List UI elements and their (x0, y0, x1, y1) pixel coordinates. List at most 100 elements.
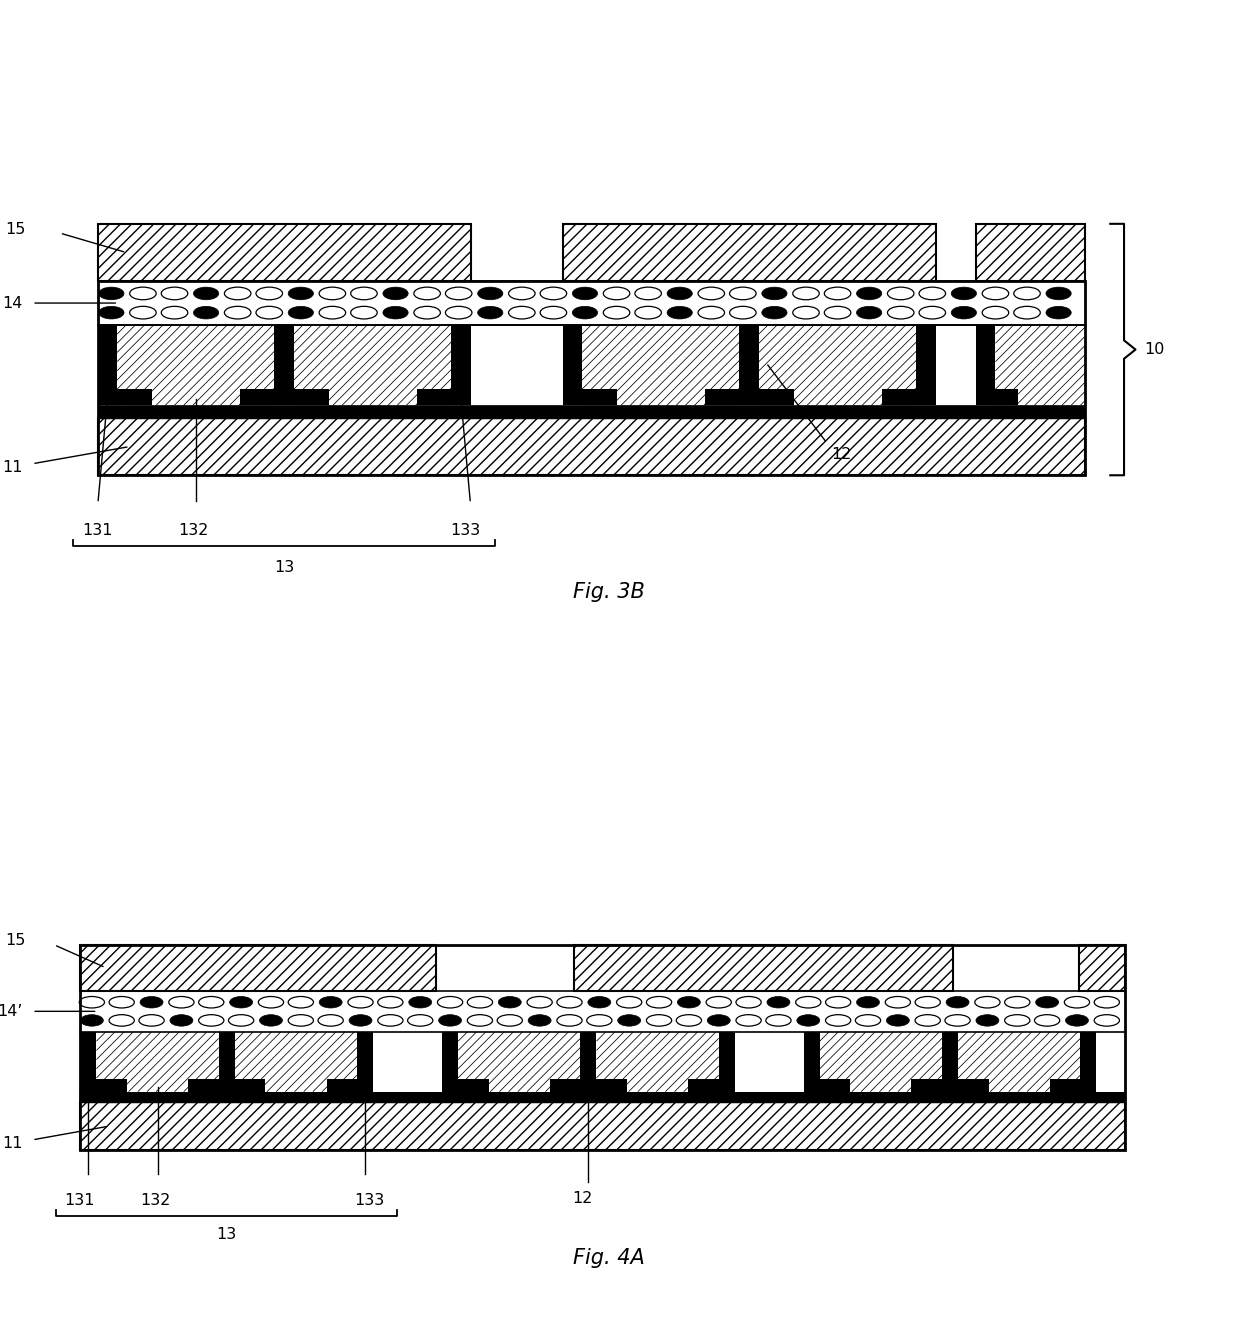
Ellipse shape (467, 1015, 492, 1026)
Ellipse shape (826, 997, 851, 1009)
Ellipse shape (198, 1015, 224, 1026)
Text: 131: 131 (82, 523, 113, 537)
Ellipse shape (1014, 307, 1040, 318)
Ellipse shape (888, 287, 914, 300)
Ellipse shape (348, 1015, 372, 1026)
Text: 11: 11 (2, 1136, 24, 1151)
Bar (739, 325, 759, 405)
Ellipse shape (825, 287, 851, 300)
Ellipse shape (169, 997, 193, 1009)
Bar (98, 224, 471, 281)
Bar (936, 325, 976, 405)
Ellipse shape (224, 287, 250, 300)
Bar (549, 1079, 580, 1092)
Ellipse shape (885, 997, 910, 1009)
Ellipse shape (976, 1015, 999, 1026)
Bar (441, 1032, 735, 1092)
Ellipse shape (588, 997, 611, 1009)
Ellipse shape (1047, 307, 1071, 318)
Bar (294, 325, 451, 405)
Ellipse shape (438, 997, 463, 1009)
Ellipse shape (1035, 997, 1059, 1009)
Ellipse shape (193, 287, 218, 300)
Bar (596, 1032, 719, 1092)
Ellipse shape (1034, 1015, 1060, 1026)
Ellipse shape (439, 1015, 461, 1026)
Bar (735, 1032, 804, 1092)
Bar (441, 1032, 458, 1092)
Bar (98, 418, 1085, 475)
Ellipse shape (258, 997, 284, 1009)
Bar (704, 389, 739, 405)
Ellipse shape (888, 307, 914, 318)
Ellipse shape (1064, 997, 1090, 1009)
Bar (97, 1079, 126, 1092)
Bar (81, 1032, 97, 1092)
Ellipse shape (409, 997, 432, 1009)
Ellipse shape (81, 1015, 103, 1026)
Ellipse shape (737, 997, 761, 1009)
Bar (804, 1032, 1096, 1092)
Ellipse shape (587, 1015, 613, 1026)
Bar (820, 1079, 851, 1092)
Bar (959, 1032, 1080, 1092)
Bar (688, 1079, 719, 1092)
Ellipse shape (288, 1015, 314, 1026)
Ellipse shape (573, 287, 598, 300)
Ellipse shape (541, 287, 567, 300)
Text: 15: 15 (5, 933, 25, 947)
Bar (996, 389, 1018, 405)
Ellipse shape (698, 287, 724, 300)
Ellipse shape (288, 997, 314, 1009)
Text: 11: 11 (2, 459, 24, 475)
Bar (97, 1032, 218, 1092)
Ellipse shape (1094, 997, 1120, 1009)
Bar (218, 1032, 234, 1092)
Bar (98, 325, 471, 405)
Ellipse shape (383, 287, 408, 300)
Bar (942, 1032, 959, 1092)
Ellipse shape (508, 287, 536, 300)
Ellipse shape (109, 997, 134, 1009)
Bar (451, 325, 471, 405)
Ellipse shape (229, 997, 253, 1009)
Text: Fig. 4A: Fig. 4A (573, 1247, 645, 1267)
Ellipse shape (193, 307, 218, 318)
Ellipse shape (139, 1015, 164, 1026)
Bar (81, 1101, 1125, 1151)
Bar (274, 325, 294, 405)
Ellipse shape (1014, 287, 1040, 300)
Bar (458, 1079, 489, 1092)
Ellipse shape (1047, 287, 1071, 300)
Ellipse shape (288, 287, 314, 300)
Ellipse shape (857, 307, 882, 318)
Text: 12: 12 (831, 447, 852, 462)
Ellipse shape (792, 287, 820, 300)
Ellipse shape (259, 1015, 283, 1026)
Ellipse shape (604, 307, 630, 318)
Ellipse shape (945, 1015, 970, 1026)
Ellipse shape (618, 1015, 641, 1026)
Bar (804, 1032, 820, 1092)
Bar (81, 945, 436, 991)
Bar (98, 281, 1085, 325)
Ellipse shape (414, 287, 440, 300)
Ellipse shape (797, 1015, 820, 1026)
Ellipse shape (768, 997, 790, 1009)
Text: 131: 131 (64, 1193, 94, 1209)
Bar (98, 325, 117, 405)
Ellipse shape (667, 287, 692, 300)
Text: 13: 13 (217, 1226, 237, 1242)
Ellipse shape (737, 1015, 761, 1026)
Ellipse shape (319, 307, 346, 318)
Bar (81, 945, 1125, 1151)
Ellipse shape (919, 287, 946, 300)
Bar (98, 405, 1085, 418)
Ellipse shape (707, 1015, 730, 1026)
Bar (759, 389, 794, 405)
Ellipse shape (1004, 1015, 1030, 1026)
Bar (563, 224, 936, 281)
Bar (996, 325, 1085, 405)
Ellipse shape (573, 307, 598, 318)
Text: 15: 15 (5, 222, 25, 238)
